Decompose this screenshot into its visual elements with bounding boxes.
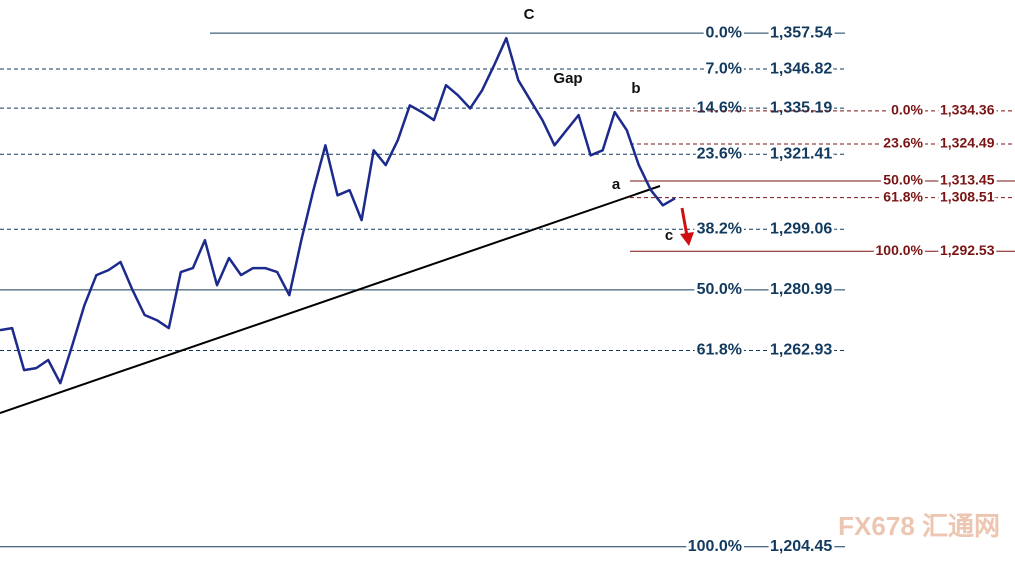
level-ratio: 50.0%: [697, 281, 742, 298]
fib-levels: 0.0% 1,357.54 7.0% 1,346.82 14.6% 1,335.19 23.…: [0, 22, 1015, 557]
level-ratio: 23.6%: [883, 135, 923, 151]
level-ratio: 7.0%: [706, 60, 742, 77]
level-price: 1,313.45: [940, 172, 995, 188]
level-ratio: 0.0%: [891, 102, 923, 118]
watermark: FX678 汇通网: [838, 511, 1000, 541]
level-ratio: 61.8%: [883, 188, 923, 204]
price-line: [0, 36, 676, 385]
annotation: c: [665, 227, 673, 244]
level-price: 1,346.82: [770, 60, 832, 77]
level-price: 1,204.45: [770, 538, 832, 555]
level-price: 1,299.06: [770, 221, 832, 238]
price-series: [0, 36, 676, 385]
level-ratio: 38.2%: [697, 221, 742, 238]
level-ratio: 14.6%: [697, 99, 742, 116]
annotation: Gap: [553, 70, 582, 87]
level-price: 1,280.99: [770, 281, 832, 298]
level-ratio: 0.0%: [706, 24, 742, 41]
level-price: 1,335.19: [770, 99, 832, 116]
annotation: C: [524, 6, 535, 23]
level-price: 1,292.53: [940, 242, 995, 258]
level-ratio: 50.0%: [883, 172, 923, 188]
level-price: 1,308.51: [940, 188, 995, 204]
level-price: 1,334.36: [940, 102, 995, 118]
level-ratio: 61.8%: [697, 342, 742, 359]
level-price: 1,262.93: [770, 342, 832, 359]
level-price: 1,357.54: [770, 24, 832, 41]
arrow-head: [680, 232, 694, 246]
level-ratio: 100.0%: [876, 242, 924, 258]
level-ratio: 23.6%: [697, 146, 742, 163]
annotation: a: [612, 176, 621, 193]
level-ratio: 100.0%: [688, 538, 742, 555]
arrow-shaft: [680, 207, 689, 237]
level-price: 1,321.41: [770, 146, 832, 163]
trend-line: [0, 185, 661, 414]
level-price: 1,324.49: [940, 135, 995, 151]
annotation: b: [631, 80, 640, 97]
